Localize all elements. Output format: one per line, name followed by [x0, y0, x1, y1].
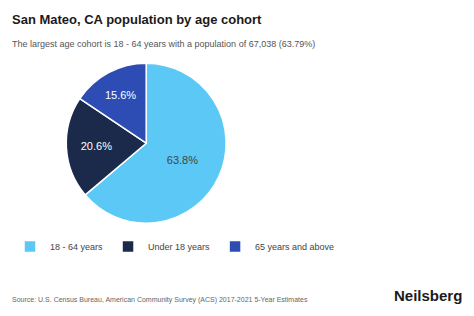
svg-text:65 years and above: 65 years and above	[255, 242, 334, 252]
svg-text:San Mateo, CA population by ag: San Mateo, CA population by age cohort	[12, 12, 262, 27]
svg-text:Source: U.S. Census Bureau, Am: Source: U.S. Census Bureau, American Com…	[12, 296, 308, 304]
svg-text:20.6%: 20.6%	[81, 140, 112, 152]
svg-text:15.6%: 15.6%	[105, 89, 136, 101]
svg-text:The largest age cohort is 18 -: The largest age cohort is 18 - 64 years …	[12, 39, 315, 49]
svg-text:Under 18 years: Under 18 years	[148, 242, 210, 252]
svg-text:Neilsberg: Neilsberg	[394, 287, 462, 304]
svg-text:63.8%: 63.8%	[167, 154, 198, 166]
svg-text:18 - 64 years: 18 - 64 years	[50, 242, 103, 252]
